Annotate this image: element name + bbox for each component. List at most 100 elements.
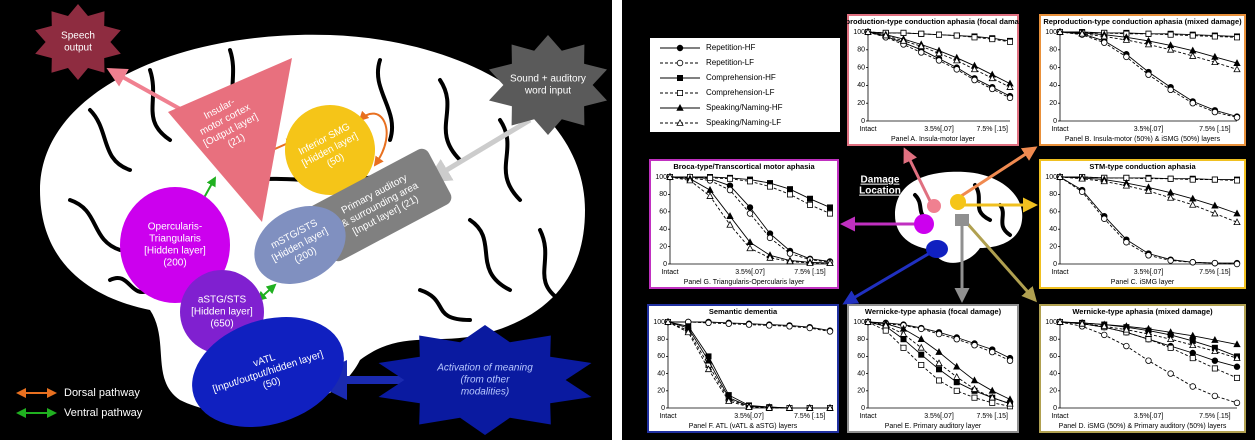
pathway-legend-label: Dorsal pathway	[64, 387, 140, 399]
marker	[954, 336, 960, 342]
marker	[1146, 31, 1151, 36]
panel-title: Reproduction-type conduction aphasia (mi…	[1043, 17, 1242, 26]
y-tick-label: 0	[1053, 118, 1057, 125]
marker	[1190, 259, 1196, 265]
y-tick-label: 0	[661, 405, 665, 412]
marker	[990, 400, 995, 405]
marker	[1146, 358, 1152, 364]
marker	[1234, 35, 1239, 40]
marker	[766, 323, 772, 329]
legend-label: Repetition-LF	[706, 58, 754, 67]
y-tick-label: 40	[857, 370, 865, 377]
marker	[707, 175, 712, 180]
y-tick-label: 40	[657, 370, 665, 377]
y-tick-label: 20	[657, 388, 665, 395]
marker	[936, 378, 941, 383]
marker	[726, 321, 732, 327]
marker	[1190, 100, 1196, 106]
x-tick-label: 7.5% [.15]	[794, 269, 826, 276]
marker	[1212, 366, 1217, 371]
node-label: Sound + auditory	[510, 74, 586, 85]
marker	[1234, 400, 1240, 406]
marker	[901, 337, 906, 342]
node-label: [Hidden layer]	[191, 307, 253, 318]
marker	[1101, 40, 1107, 46]
y-tick-label: 0	[1053, 405, 1057, 412]
y-tick-label: 40	[1049, 226, 1057, 233]
marker	[1190, 384, 1196, 390]
marker	[747, 205, 753, 211]
y-tick-label: 0	[1053, 261, 1057, 268]
marker	[1124, 343, 1130, 349]
marker	[1234, 364, 1240, 370]
marker	[1007, 95, 1013, 101]
marker	[767, 235, 773, 241]
marker	[677, 75, 682, 80]
marker	[1007, 39, 1012, 44]
x-tick-label: Intact	[659, 413, 676, 420]
marker	[1190, 33, 1195, 38]
x-tick-label: 3.5%[.07]	[735, 269, 765, 276]
panel-title: Semantic dementia	[709, 307, 778, 316]
marker	[989, 349, 995, 355]
legend-label: Repetition-HF	[706, 43, 755, 52]
marker	[918, 326, 924, 332]
panel-x-label: Panel B. Insula-motor (50%) & iSMG (50%)…	[1065, 136, 1221, 143]
marker	[1234, 375, 1239, 380]
y-tick-label: 20	[1049, 243, 1057, 250]
marker	[918, 50, 924, 56]
marker	[919, 352, 924, 357]
marker	[972, 395, 977, 400]
y-tick-label: 20	[857, 388, 865, 395]
x-tick-label: 3.5%[.07]	[1134, 413, 1164, 420]
marker	[1234, 115, 1240, 121]
marker	[1146, 337, 1151, 342]
y-tick-label: 40	[659, 226, 667, 233]
marker	[936, 32, 941, 37]
y-tick-label: 0	[663, 261, 667, 268]
marker	[1146, 176, 1151, 181]
damage-location-label: Location	[859, 186, 901, 197]
marker	[807, 196, 812, 201]
x-tick-label: 7.5% [.15]	[976, 413, 1008, 420]
x-tick-label: 7.5% [.15]	[1199, 126, 1231, 133]
marker	[1190, 356, 1195, 361]
marker	[747, 211, 753, 217]
node-label: (650)	[210, 319, 233, 330]
marker	[677, 60, 683, 66]
marker	[1079, 189, 1085, 195]
y-tick-label: 20	[1049, 388, 1057, 395]
marker	[677, 45, 683, 51]
marker	[1168, 371, 1174, 377]
node-label: (from other	[461, 375, 511, 386]
marker	[901, 345, 906, 350]
y-tick-label: 60	[657, 353, 665, 360]
marker	[936, 367, 941, 372]
x-tick-label: 3.5%[.07]	[924, 413, 954, 420]
x-tick-label: Intact	[1051, 269, 1068, 276]
y-tick-label: 100	[853, 29, 865, 36]
y-tick-label: 80	[657, 336, 665, 343]
panel-x-label: Panel A. Insula-motor layer	[891, 136, 976, 143]
y-tick-label: 80	[1049, 336, 1057, 343]
marker	[972, 35, 977, 40]
marker	[1168, 345, 1173, 350]
legend-label: Speaking/Naming-HF	[706, 103, 783, 112]
panel-x-label: Panel C. iSMG layer	[1111, 279, 1175, 286]
marker	[1124, 239, 1130, 245]
panel-title: Wernicke-type aphasia (focal damage)	[865, 307, 1002, 316]
y-tick-label: 80	[857, 336, 865, 343]
figure: SpeechoutputInsular-motor cortex[Output …	[0, 0, 1255, 440]
marker	[972, 77, 978, 83]
marker	[1146, 253, 1152, 259]
y-tick-label: 0	[861, 405, 865, 412]
marker	[936, 331, 942, 337]
y-tick-label: 60	[1049, 64, 1057, 71]
x-tick-label: 3.5%[.07]	[1134, 126, 1164, 133]
marker	[1234, 261, 1240, 267]
marker	[1124, 54, 1130, 60]
x-tick-label: 3.5%[.07]	[924, 126, 954, 133]
marker	[1101, 332, 1107, 338]
node-label: Triangularis	[149, 234, 201, 245]
x-tick-label: 3.5%[.07]	[734, 413, 764, 420]
